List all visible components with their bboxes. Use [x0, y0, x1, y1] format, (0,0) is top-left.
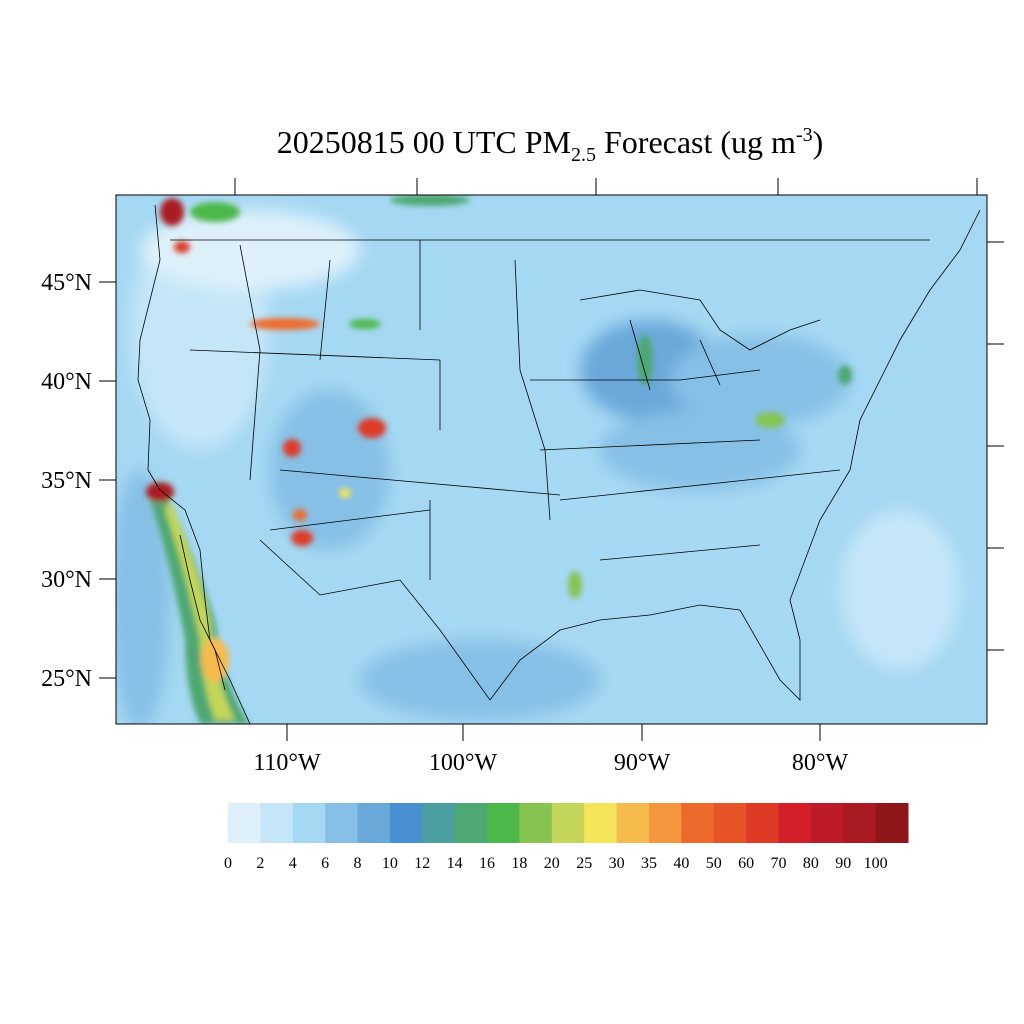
colorbar-box: [584, 803, 618, 843]
colorbar-box: [389, 803, 423, 843]
lat-label: 40°N: [41, 369, 92, 395]
colorbar-label: 70: [770, 855, 786, 872]
colorbar-label: 8: [354, 855, 362, 872]
colorbar-box: [260, 803, 294, 843]
colorbar-label: 6: [321, 855, 329, 872]
colorbar-box: [454, 803, 488, 843]
colorbar-box: [843, 803, 877, 843]
lat-label: 30°N: [41, 567, 92, 593]
title-superscript: -3: [796, 124, 813, 146]
colorbar-label: 60: [738, 855, 754, 872]
colorbar-label: 100: [864, 855, 888, 872]
colorbar-box: [746, 803, 779, 843]
colorbar-box: [422, 803, 456, 843]
title-end: ): [813, 124, 824, 160]
colorbar-box: [325, 803, 359, 843]
colorbar-label: 50: [706, 855, 722, 872]
lon-label: 100°W: [429, 750, 498, 776]
colorbar-label: 20: [544, 855, 560, 872]
title-subscript: 2.5: [571, 144, 596, 166]
colorbar-label: 80: [803, 855, 819, 872]
colorbar-label: 10: [382, 855, 398, 872]
colorbar-box: [228, 803, 261, 843]
colorbar-label: 25: [576, 855, 592, 872]
colorbar-box: [778, 803, 812, 843]
colorbar-label: 35: [641, 855, 657, 872]
lon-label: 90°W: [614, 750, 671, 776]
colorbar-label: 90: [835, 855, 851, 872]
colorbar-label: 0: [224, 855, 232, 872]
colorbar-box: [875, 803, 909, 843]
colorbar-label: 4: [289, 855, 297, 872]
lat-label: 35°N: [41, 468, 92, 494]
colorbar-label: 2: [256, 855, 264, 872]
colorbar-box: [616, 803, 650, 843]
title-mid: Forecast (ug m: [596, 124, 796, 160]
map-frame: [115, 194, 988, 725]
colorbar-box: [681, 803, 715, 843]
colorbar-box: [519, 803, 553, 843]
lat-label: 25°N: [41, 666, 92, 692]
lon-label: 80°W: [792, 750, 849, 776]
colorbar-label: 30: [609, 855, 625, 872]
colorbar-box: [810, 803, 844, 843]
colorbar-label: 12: [414, 855, 430, 872]
colorbar-label: 40: [673, 855, 689, 872]
colorbar-box: [292, 803, 326, 843]
colorbar-box: [357, 803, 391, 843]
title-main: 20250815 00 UTC PM: [277, 124, 571, 160]
colorbar-label: 14: [447, 855, 463, 872]
colorbar-box: [551, 803, 585, 843]
colorbar-box: [487, 803, 520, 843]
lon-label: 110°W: [253, 750, 321, 776]
frame-ticks: [99, 178, 1004, 741]
colorbar-label: 18: [511, 855, 527, 872]
colorbar-label: 16: [479, 855, 495, 872]
lat-label: 45°N: [41, 270, 92, 296]
colorbar: 0 2 4 6 8 10 12 14 16 18 20 25 30 35 40 50 60 70 80 90 100: [224, 803, 909, 872]
colorbar-box: [648, 803, 682, 843]
map-title: 20250815 00 UTC PM2.5 Forecast (ug m-3): [277, 124, 824, 166]
map-field: [116, 195, 987, 724]
colorbar-box: [713, 803, 747, 843]
